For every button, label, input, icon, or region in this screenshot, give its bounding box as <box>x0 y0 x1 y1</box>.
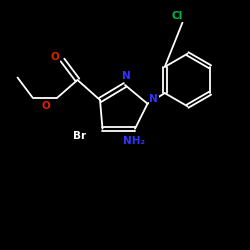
Text: N: N <box>150 94 158 104</box>
Text: NH₂: NH₂ <box>123 136 145 146</box>
Text: Br: Br <box>74 131 86 141</box>
Text: Cl: Cl <box>172 11 183 21</box>
Text: N: N <box>122 71 130 81</box>
Text: O: O <box>42 101 50 111</box>
Text: O: O <box>51 52 59 62</box>
